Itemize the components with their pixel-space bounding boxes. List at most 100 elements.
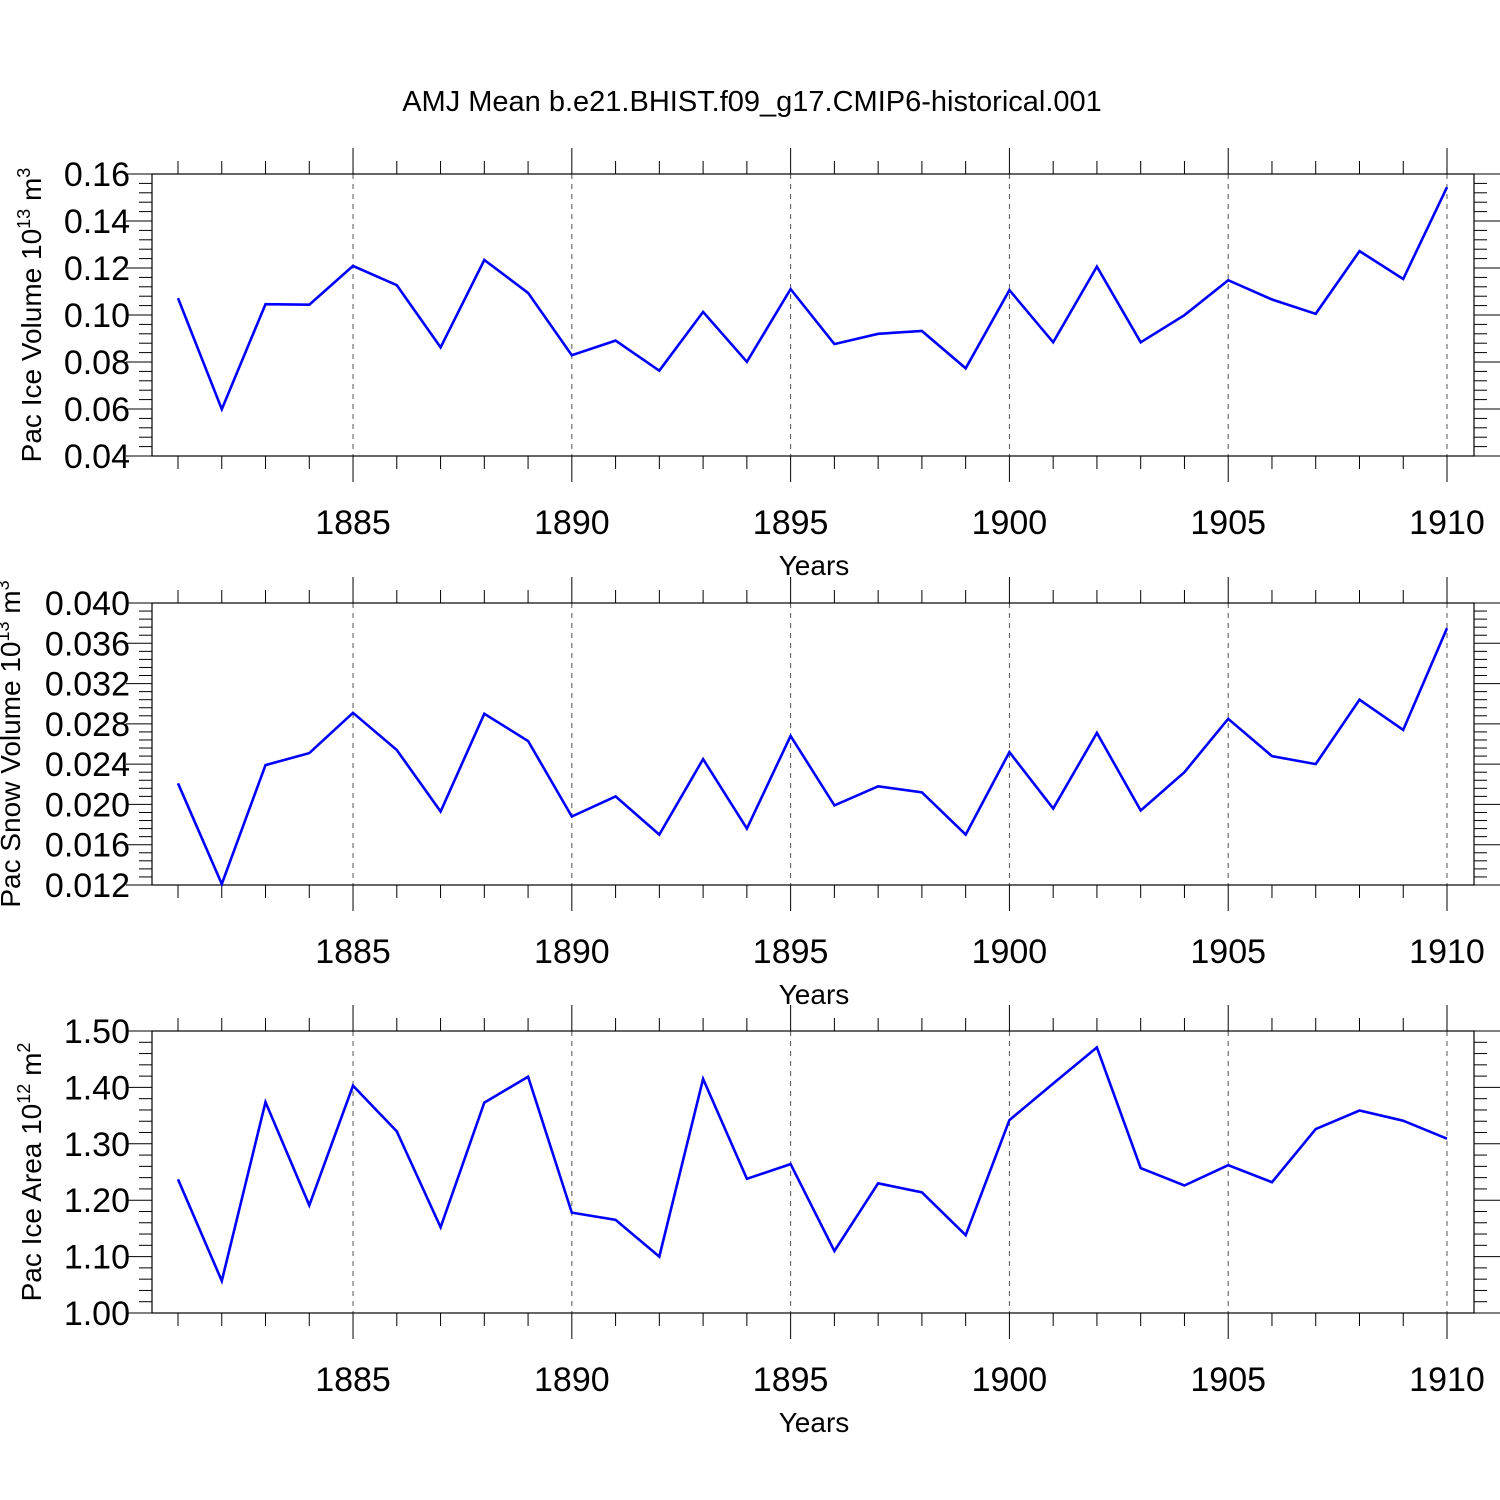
data-point	[526, 739, 530, 743]
data-point	[1139, 340, 1143, 344]
panel-1: 0.04 0.06 0.08 0.10 0.12 0.14 0.16 1885 1890 1895…	[14, 148, 1500, 581]
y-axis-label-unit: m	[0, 590, 26, 621]
panel-3: 1.00 1.10 1.20 1.30 1.40 1.50 1885 1890 1895 1900…	[14, 1005, 1500, 1438]
data-point	[570, 1211, 574, 1215]
y-axis-label-unit: m	[16, 1053, 47, 1084]
x-tick-label: 1905	[1190, 1361, 1266, 1399]
y-axis-label-unit: m	[16, 178, 47, 209]
chart-title: AMJ Mean b.e21.BHIST.f09_g17.CMIP6-histo…	[402, 86, 1102, 118]
y-tick-label: 0.12	[64, 250, 130, 288]
y-tick-label: 0.036	[45, 625, 130, 663]
data-point	[1401, 277, 1405, 281]
panels: 0.04 0.06 0.08 0.10 0.12 0.14 0.16 1885 1890 1895…	[0, 148, 1500, 1438]
y-tick-label: 0.16	[64, 156, 130, 194]
data-point	[614, 339, 618, 343]
panel-2: 0.0120.0160.0200.0240.0280.0320.0360.040…	[0, 577, 1500, 1010]
y-axis-label: Pac Ice Volume 1013 m3	[14, 168, 47, 463]
data-point	[657, 1255, 661, 1259]
y-tick-label: 0.10	[64, 297, 130, 335]
data-point	[482, 712, 486, 716]
x-tick-label: 1890	[534, 933, 610, 971]
x-tick-label: 1890	[534, 1361, 610, 1399]
data-point	[1182, 770, 1186, 774]
data-point	[964, 833, 968, 837]
data-point	[1445, 626, 1449, 630]
x-axis-label: Years	[779, 1407, 850, 1438]
data-point	[1357, 1109, 1361, 1113]
x-tick-label: 1890	[534, 504, 610, 542]
data-point	[1226, 278, 1230, 282]
data-point	[920, 790, 924, 794]
x-tick-label: 1910	[1409, 933, 1485, 971]
y-axis-label-text: Pac Snow Volume 10	[0, 641, 26, 907]
y-axis-label: Pac Ice Area 1012 m2	[14, 1043, 47, 1302]
data-point	[176, 781, 180, 785]
y-tick-label: 1.00	[64, 1295, 130, 1333]
data-point	[395, 283, 399, 287]
data-point	[526, 1075, 530, 1079]
data-point	[1226, 717, 1230, 721]
data-point	[1182, 1184, 1186, 1188]
series-line	[176, 1045, 1448, 1285]
plot-frame	[151, 602, 1475, 886]
data-point	[964, 1233, 968, 1237]
series-line	[176, 186, 1449, 413]
data-point	[1051, 340, 1055, 344]
y-axis-label-text: Pac Ice Area 10	[16, 1104, 47, 1302]
data-point	[439, 345, 443, 349]
y-tick-label: 0.08	[64, 344, 130, 382]
x-tick-label: 1895	[753, 1361, 829, 1399]
data-point	[832, 342, 836, 346]
data-point	[1270, 754, 1274, 758]
data-point	[1051, 806, 1055, 810]
data-point	[264, 763, 268, 767]
data-point	[1007, 750, 1011, 754]
data-point	[701, 757, 705, 761]
data-point	[745, 360, 749, 364]
y-axis-label-unit-exponent: 2	[14, 1043, 34, 1053]
data-point	[876, 1181, 880, 1185]
data-point	[307, 751, 311, 755]
data-point	[920, 1190, 924, 1194]
data-point	[1270, 297, 1274, 301]
data-point	[351, 1084, 355, 1088]
data-point	[1357, 249, 1361, 253]
y-tick-label: 1.30	[64, 1126, 130, 1164]
data-point	[1007, 288, 1011, 292]
y-axis-label-unit-exponent: 3	[14, 168, 34, 178]
data-point	[876, 332, 880, 336]
data-point	[526, 291, 530, 295]
data-point	[1051, 1081, 1055, 1085]
data-point	[1401, 1119, 1405, 1123]
data-point	[614, 1218, 618, 1222]
x-tick-label: 1885	[315, 504, 391, 542]
data-point	[176, 296, 180, 300]
series-line	[176, 627, 1449, 888]
y-axis-label-exponent: 12	[14, 1084, 34, 1104]
y-axis-label-unit-exponent: 3	[0, 580, 13, 590]
y-tick-label: 0.04	[64, 438, 130, 476]
y-tick-label: 1.50	[64, 1013, 130, 1051]
data-point	[614, 794, 618, 798]
y-tick-label: 0.032	[45, 666, 130, 704]
data-point	[220, 882, 224, 886]
data-point	[1007, 1118, 1011, 1122]
data-point	[264, 302, 268, 306]
data-point	[1314, 762, 1318, 766]
data-point	[964, 366, 968, 370]
y-tick-label: 0.14	[64, 203, 130, 241]
y-tick-label: 0.028	[45, 706, 130, 744]
data-point	[789, 287, 793, 291]
data-point	[351, 711, 355, 715]
data-point	[745, 827, 749, 831]
x-tick-label: 1895	[753, 933, 829, 971]
data-point	[1095, 731, 1099, 735]
data-point	[395, 748, 399, 752]
y-tick-label: 0.06	[64, 391, 130, 429]
y-tick-label: 0.016	[45, 827, 130, 865]
data-point	[789, 734, 793, 738]
x-tick-label: 1910	[1409, 1361, 1485, 1399]
data-point	[1270, 1180, 1274, 1184]
data-point	[1445, 185, 1449, 189]
x-tick-label: 1895	[753, 504, 829, 542]
